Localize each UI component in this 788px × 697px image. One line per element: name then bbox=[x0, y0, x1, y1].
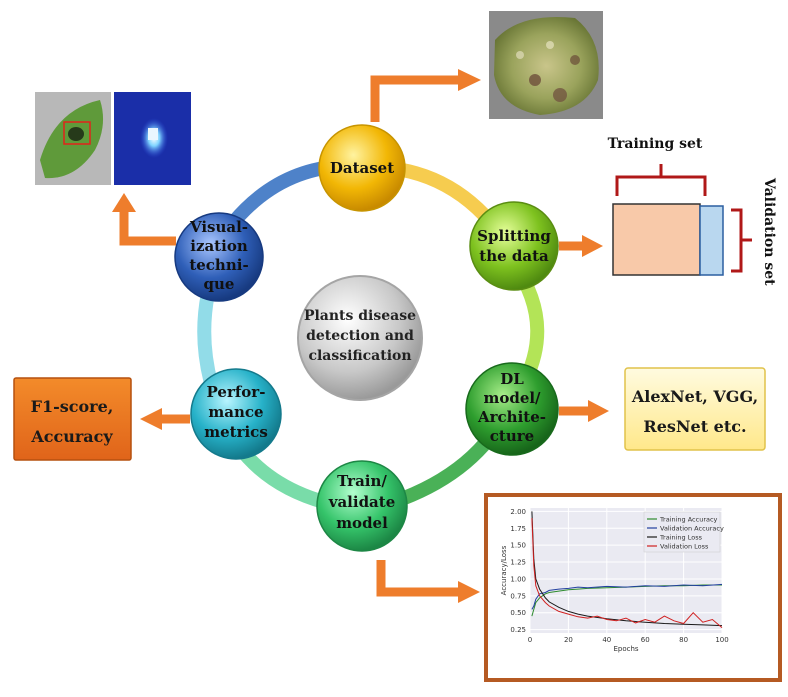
center-line-3: classification bbox=[308, 348, 411, 364]
arrowhead-perf bbox=[140, 408, 162, 430]
x-tick-label: 80 bbox=[679, 636, 688, 644]
arrowhead-train bbox=[458, 581, 480, 603]
x-tick-label: 100 bbox=[715, 636, 728, 644]
arrow-vis-to-images bbox=[119, 210, 176, 246]
models-line-2: ResNet etc. bbox=[643, 417, 746, 436]
validation-set-label: Validation set bbox=[761, 177, 777, 286]
node-vis-line-1: Visual- bbox=[189, 218, 248, 236]
arrow-heads bbox=[112, 69, 609, 603]
node-splitting: Splitting the data bbox=[469, 201, 559, 291]
y-axis-label: Accuracy/Loss bbox=[500, 545, 508, 595]
node-dl-line-4: cture bbox=[490, 427, 534, 445]
training-set-label: Training set bbox=[608, 136, 703, 152]
validation-bracket bbox=[731, 208, 752, 273]
training-chart: 0.25 0.50 0.75 1.00 1.25 1.50 1.75 2.00 0 20 40 60 8… bbox=[484, 493, 782, 682]
y-tick-label: 1.75 bbox=[510, 525, 526, 533]
y-tick-label: 0.25 bbox=[510, 626, 526, 634]
node-visualization: Visual- ization techni- que bbox=[174, 212, 264, 302]
arrow-train-to-chart bbox=[376, 560, 460, 597]
series-line-2 bbox=[531, 511, 723, 627]
series-line-1 bbox=[531, 583, 723, 610]
arrow-dataset-to-image bbox=[370, 75, 460, 122]
arrowhead-dataset bbox=[458, 69, 481, 91]
y-tick-label: 1.50 bbox=[510, 542, 526, 550]
y-tick-label: 0.50 bbox=[510, 609, 526, 617]
center-line-2: detection and bbox=[306, 328, 414, 344]
chart-plot: 0.25 0.50 0.75 1.00 1.25 1.50 1.75 2.00 0 20 40 60 8… bbox=[500, 508, 729, 653]
y-tick-label: 0.75 bbox=[510, 592, 526, 600]
models-box: AlexNet, VGG, ResNet etc. bbox=[624, 367, 766, 451]
models-line-1: AlexNet, VGG, bbox=[631, 387, 758, 406]
node-splitting-line-2: the data bbox=[479, 247, 549, 265]
node-train: Train/ validate model bbox=[316, 460, 408, 552]
arrowhead-vis bbox=[112, 193, 136, 212]
node-dl-model: DL model/ Archite- cture bbox=[465, 362, 559, 456]
node-train-line-2: validate bbox=[328, 493, 396, 511]
x-tick-label: 60 bbox=[641, 636, 650, 644]
node-dataset: Dataset bbox=[318, 124, 406, 212]
node-dl-line-2: model/ bbox=[483, 389, 541, 407]
x-tick-label: 0 bbox=[528, 636, 532, 644]
node-train-line-3: model bbox=[336, 514, 388, 532]
heatmap-image bbox=[114, 92, 191, 185]
node-dl-line-1: DL bbox=[500, 370, 524, 388]
x-tick-label: 40 bbox=[602, 636, 611, 644]
y-tick-label: 1.00 bbox=[510, 575, 526, 583]
node-dataset-label: Dataset bbox=[330, 159, 394, 177]
split-diagram: Training set Validation set bbox=[608, 136, 777, 286]
y-tick-label: 1.25 bbox=[510, 559, 526, 567]
training-bracket bbox=[615, 164, 707, 196]
legend-label-0: Training Accuracy bbox=[659, 515, 718, 523]
node-perf-line-2: mance bbox=[208, 403, 263, 421]
node-vis-line-4: que bbox=[204, 275, 235, 293]
arrowhead-dl bbox=[588, 400, 609, 422]
y-tick-label: 2.00 bbox=[510, 508, 526, 516]
node-vis-line-3: techni- bbox=[189, 256, 248, 274]
arrowhead-split bbox=[582, 235, 603, 257]
metrics-box: F1-score, Accuracy bbox=[13, 377, 132, 461]
x-axis-label: Epochs bbox=[613, 645, 638, 653]
leaf-localization-photo bbox=[35, 92, 111, 185]
validation-block bbox=[699, 205, 724, 276]
metrics-line-1: F1-score, bbox=[31, 397, 114, 416]
arrows bbox=[119, 75, 590, 597]
metrics-line-2: Accuracy bbox=[30, 427, 113, 446]
diseased-leaf-photo bbox=[489, 11, 603, 119]
node-train-line-1: Train/ bbox=[337, 472, 387, 490]
legend-label-3: Validation Loss bbox=[660, 542, 709, 550]
center-circle: Plants disease detection and classificat… bbox=[297, 275, 423, 401]
node-perf-line-3: metrics bbox=[204, 423, 268, 441]
series-line-3 bbox=[531, 518, 723, 628]
center-line-1: Plants disease bbox=[304, 308, 416, 324]
x-tick-label: 20 bbox=[564, 636, 573, 644]
node-dl-line-3: Archite- bbox=[477, 408, 546, 426]
node-performance: Perfor- mance metrics bbox=[190, 368, 282, 460]
node-perf-line-1: Perfor- bbox=[207, 383, 266, 401]
legend-label-2: Training Loss bbox=[659, 533, 703, 541]
legend-label-1: Validation Accuracy bbox=[660, 524, 724, 532]
node-vis-line-2: ization bbox=[190, 237, 248, 255]
training-block bbox=[612, 203, 701, 276]
node-splitting-line-1: Splitting bbox=[477, 227, 551, 245]
